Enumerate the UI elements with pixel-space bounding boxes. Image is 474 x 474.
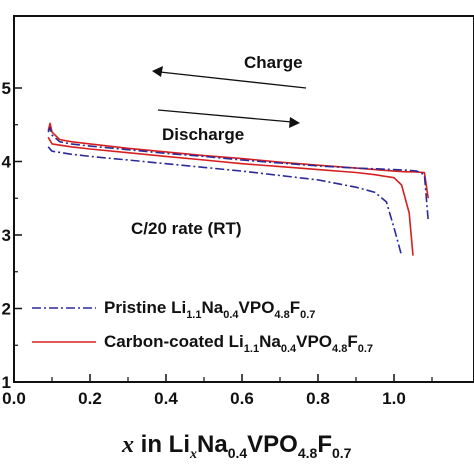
y-tick-label: 2 xyxy=(2,300,11,319)
x-tick-label: 0.6 xyxy=(230,389,254,408)
legend-label-carbon: Carbon-coated Li1.1Na0.4VPO4.8F0.7 xyxy=(104,332,373,355)
x-tick-label: 0.8 xyxy=(306,389,330,408)
y-axis: 1 2 3 4 5 xyxy=(2,79,22,392)
series-layer xyxy=(47,122,429,256)
series-line-2 xyxy=(47,126,429,221)
x-tick-label: 0.2 xyxy=(78,389,102,408)
charge-annotation: Charge xyxy=(244,53,303,72)
legend-label-pristine: Pristine Li1.1Na0.4VPO4.8F0.7 xyxy=(104,298,315,321)
charge-arrow xyxy=(152,66,307,89)
discharge-arrow xyxy=(157,109,300,128)
series-line-0 xyxy=(47,122,429,199)
x-axis: 0.0 0.2 0.4 0.6 0.8 1.0 xyxy=(2,374,433,408)
x-tick-label: 0.4 xyxy=(154,389,178,408)
x-axis-label: x in LixNa0.4VPO4.8F0.7 xyxy=(121,431,352,462)
y-tick-label: 1 xyxy=(2,373,11,392)
series-line-1 xyxy=(47,136,414,256)
series-line-3 xyxy=(47,146,403,256)
legend: Pristine Li1.1Na0.4VPO4.8F0.7 Carbon-coa… xyxy=(32,298,373,355)
x-tick-label: 1.0 xyxy=(382,389,406,408)
y-tick-label: 3 xyxy=(2,226,11,245)
x-tick-label: 0.0 xyxy=(2,389,26,408)
y-tick-label: 5 xyxy=(2,79,11,98)
rate-annotation: C/20 rate (RT) xyxy=(131,219,242,238)
y-tick-label: 4 xyxy=(2,153,12,172)
plot-frame xyxy=(13,15,474,383)
discharge-annotation: Discharge xyxy=(162,125,244,144)
